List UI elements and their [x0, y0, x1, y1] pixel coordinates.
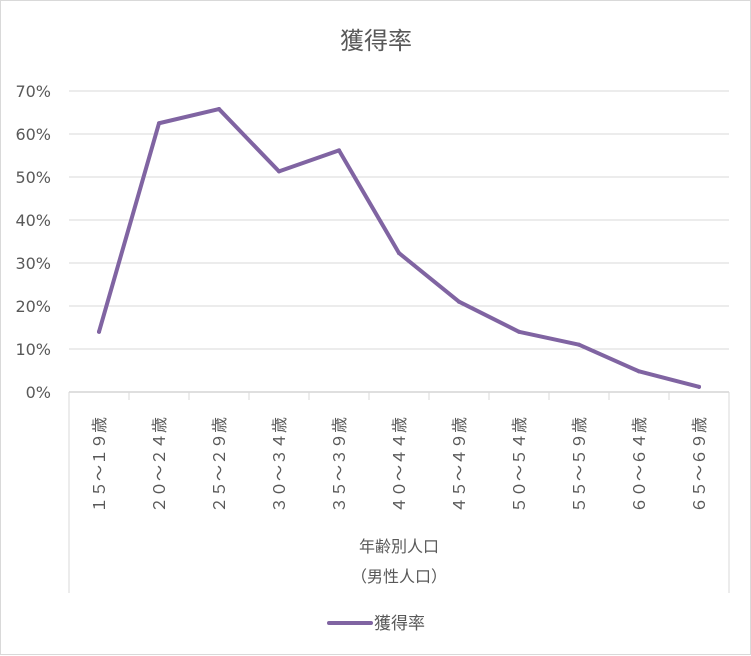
x-tick-label: ２５～２９歳: [210, 417, 229, 513]
data-point: [157, 121, 161, 126]
data-point: [697, 384, 701, 389]
x-tick-label: ５０～５４歳: [510, 417, 529, 513]
y-tick-label: 10%: [15, 340, 51, 359]
data-point: [577, 342, 581, 347]
x-tick-label: ５５～５９歳: [570, 417, 589, 513]
gridlines: [69, 90, 729, 393]
data-point: [517, 329, 521, 334]
y-tick-label: 70%: [15, 82, 51, 101]
legend-label: 獲得率: [374, 614, 425, 634]
legend: 獲得率: [327, 614, 425, 634]
y-tick-label: 60%: [15, 125, 51, 144]
y-tick-label: 0%: [26, 383, 51, 402]
x-axis-title-line: （男性人口）: [351, 567, 447, 586]
data-point: [97, 329, 101, 334]
x-tick-label: ２０～２４歳: [150, 417, 169, 513]
x-tick-label: ４０～４４歳: [390, 417, 409, 513]
data-point: [277, 169, 281, 174]
x-tick-label: ３０～３４歳: [270, 417, 289, 513]
data-point: [397, 251, 401, 256]
data-point: [337, 148, 341, 153]
y-tick-label: 40%: [15, 211, 51, 230]
data-point: [457, 299, 461, 304]
x-tick-label: ６５～６９歳: [690, 417, 709, 513]
series-layer: [97, 107, 701, 389]
data-point: [637, 369, 641, 374]
x-tick-label: ３５～３９歳: [330, 417, 349, 513]
x-tick-label: １５～１９歳: [90, 417, 109, 513]
series-line: [97, 107, 701, 389]
x-tick-label: ６０～６４歳: [630, 417, 649, 513]
data-point: [217, 107, 221, 112]
y-axis-ticks: 0% 10% 20% 30% 40% 50% 60% 70%: [15, 82, 51, 402]
y-tick-label: 30%: [15, 254, 51, 273]
y-tick-label: 50%: [15, 168, 51, 187]
x-tick-label: ４５～４９歳: [450, 417, 469, 513]
x-axis-title-line: 年齢別人口: [359, 537, 439, 556]
x-axis: １５～１９歳 ２０～２４歳 ２５～２９歳 ３０～３４歳 ３５～３９歳 ４０～４４歳 ４５～４…: [68, 392, 730, 593]
chart-title: 獲得率: [340, 27, 412, 55]
y-tick-label: 20%: [15, 297, 51, 316]
